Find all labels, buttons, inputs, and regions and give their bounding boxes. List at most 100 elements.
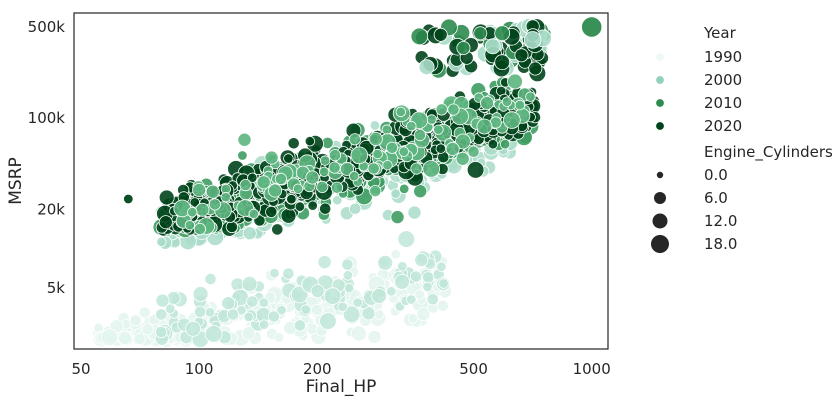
- data-point: [473, 26, 488, 41]
- data-point: [158, 189, 175, 206]
- data-point: [283, 153, 294, 164]
- data-point: [133, 332, 146, 346]
- data-point: [274, 172, 287, 185]
- y-axis-label: MSRP: [6, 157, 26, 205]
- data-point: [494, 54, 511, 71]
- data-point: [414, 253, 429, 268]
- data-point: [499, 138, 511, 150]
- data-point: [123, 193, 134, 205]
- data-point: [371, 288, 388, 304]
- data-point: [237, 150, 248, 161]
- data-point: [514, 99, 526, 111]
- legend-hue-label: 2010: [704, 94, 742, 112]
- data-point: [476, 118, 493, 135]
- data-point: [205, 184, 220, 199]
- data-point: [407, 205, 422, 220]
- data-point: [348, 170, 360, 182]
- data-point: [221, 296, 236, 311]
- legend-hue-marker: [655, 121, 665, 131]
- data-point: [319, 312, 337, 330]
- data-point: [422, 271, 435, 284]
- data-point: [155, 293, 170, 308]
- data-point: [487, 138, 499, 150]
- data-point: [581, 16, 603, 38]
- data-point: [300, 304, 311, 315]
- data-point: [484, 38, 501, 55]
- data-point: [246, 295, 259, 308]
- legend: Year 1990 2000 2010 2020 Engine_Cylinders 0.0 6…: [651, 24, 833, 253]
- data-point: [304, 135, 316, 147]
- data-point: [227, 308, 240, 321]
- data-point: [406, 120, 417, 132]
- data-point: [271, 223, 284, 236]
- data-point: [241, 275, 258, 292]
- data-point: [204, 307, 216, 318]
- data-point: [455, 133, 471, 150]
- data-point: [399, 183, 410, 195]
- data-point: [386, 286, 397, 297]
- data-point: [433, 27, 448, 42]
- data-point: [193, 223, 206, 236]
- data-point: [323, 287, 342, 305]
- data-point: [185, 320, 202, 337]
- data-point: [413, 184, 428, 199]
- data-point: [435, 103, 448, 116]
- data-point: [208, 198, 221, 211]
- x-tick-label: 1000: [573, 360, 611, 378]
- data-point: [381, 124, 393, 135]
- data-point: [426, 293, 439, 306]
- data-point: [318, 166, 330, 178]
- data-point: [350, 146, 369, 165]
- data-point: [479, 96, 494, 111]
- y-tick-label: 500k: [28, 18, 66, 36]
- data-point: [280, 207, 297, 224]
- data-point: [225, 220, 238, 234]
- data-point: [390, 248, 401, 260]
- data-point: [501, 96, 513, 107]
- x-tick-label: 100: [185, 360, 214, 378]
- data-point: [237, 132, 252, 147]
- legend-size-label: 12.0: [704, 212, 737, 230]
- data-point: [276, 305, 287, 316]
- data-point: [528, 61, 543, 76]
- data-point: [368, 131, 383, 146]
- data-point: [164, 303, 176, 314]
- data-point: [319, 202, 332, 215]
- data-point: [129, 314, 142, 327]
- data-point: [273, 332, 285, 343]
- data-point: [184, 219, 196, 231]
- data-point: [397, 261, 408, 272]
- data-point: [406, 294, 417, 305]
- data-point: [241, 326, 256, 341]
- data-point: [258, 297, 270, 308]
- x-tick-label: 50: [71, 360, 90, 378]
- legend-hue-marker: [655, 75, 665, 85]
- x-tick-label: 500: [459, 360, 488, 378]
- data-point: [369, 185, 382, 198]
- data-point: [374, 309, 385, 320]
- data-point: [523, 31, 542, 49]
- data-point: [294, 201, 306, 212]
- data-point: [503, 111, 521, 129]
- legend-hue-label: 1990: [704, 48, 742, 66]
- data-point: [348, 133, 361, 146]
- legend-size-marker: [656, 171, 664, 179]
- data-point: [352, 297, 363, 308]
- data-point: [407, 313, 419, 324]
- data-point: [265, 205, 278, 218]
- legend-hue-label: 2020: [704, 117, 742, 135]
- data-point: [305, 170, 320, 185]
- data-point: [332, 194, 343, 206]
- legend-size-marker: [652, 213, 668, 229]
- data-point: [337, 301, 348, 313]
- data-point: [330, 181, 344, 194]
- plot-frame: [73, 12, 609, 350]
- data-point: [100, 328, 119, 347]
- data-point: [397, 230, 416, 248]
- data-point: [445, 141, 460, 156]
- data-point: [155, 308, 168, 321]
- data-point: [267, 310, 281, 323]
- data-point: [348, 202, 362, 215]
- data-point: [239, 179, 252, 192]
- data-point: [117, 330, 132, 345]
